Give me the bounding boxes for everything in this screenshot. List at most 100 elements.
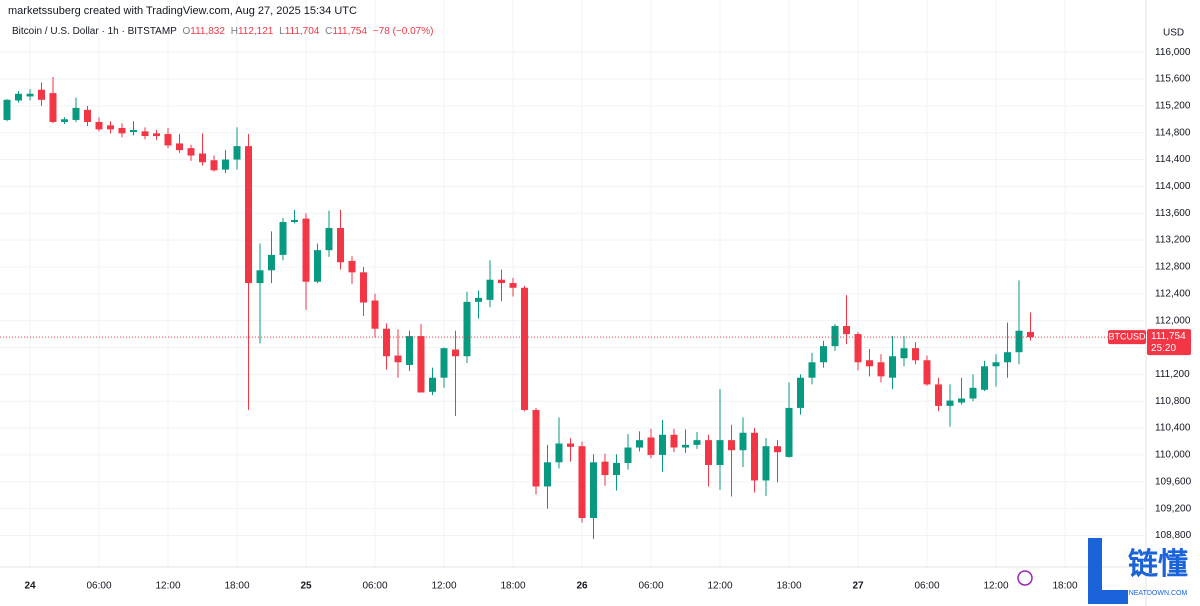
x-tick-label: 12:00 <box>707 581 732 592</box>
watermark-url: NEATDOWN.COM <box>1129 590 1188 597</box>
candle-body <box>647 437 655 455</box>
y-tick-label: 110,400 <box>1155 423 1191 434</box>
candle-body <box>705 440 712 465</box>
candle-body <box>256 270 264 284</box>
candle-body <box>440 348 448 378</box>
candle-body <box>797 377 804 408</box>
candle-body <box>624 447 632 463</box>
candle-body <box>590 462 597 519</box>
candle-body <box>889 356 896 378</box>
candle-body <box>325 228 333 251</box>
y-tick-label: 115,600 <box>1155 74 1191 85</box>
candle-body <box>84 109 91 122</box>
legend-value: 111,704 <box>285 26 320 37</box>
legend-value: 111,832 <box>190 26 225 37</box>
candle-body <box>107 125 114 130</box>
y-tick-label: 108,800 <box>1155 530 1192 541</box>
candle-body <box>26 93 34 97</box>
candle-body <box>187 148 195 156</box>
candle-body <box>452 349 459 357</box>
legend: Bitcoin / U.S. Dollar · 1h · BITSTAMP O1… <box>12 26 433 37</box>
candle-body <box>521 287 528 410</box>
candle-body <box>3 99 11 120</box>
watermark-logo <box>1088 538 1128 604</box>
replay-icon[interactable] <box>1017 570 1033 586</box>
candle-body <box>532 409 540 487</box>
x-tick-label: 12:00 <box>155 581 180 592</box>
candle-body <box>314 250 321 282</box>
candle-body <box>774 446 781 453</box>
y-tick-label: 115,200 <box>1155 100 1191 111</box>
candle-body <box>49 93 57 122</box>
candle-body <box>509 283 517 288</box>
symbol-tag: BTCUSD <box>1108 332 1146 342</box>
candle-body <box>394 355 402 363</box>
x-tick-label: 06:00 <box>86 581 111 592</box>
countdown: 25:20 <box>1151 343 1176 354</box>
candle-body <box>406 336 413 365</box>
candle-body <box>728 440 735 451</box>
candle-body <box>72 107 80 120</box>
symbol-tag-box <box>1108 330 1146 345</box>
candle-body <box>866 360 873 367</box>
x-tick-label: 18:00 <box>776 581 801 592</box>
legend-change: −78 (−0.07%) <box>373 26 434 37</box>
candle-body <box>61 119 68 122</box>
candle-body <box>417 336 425 393</box>
watermark-text: 链懂 <box>1128 547 1188 581</box>
y-tick-label: 109,600 <box>1155 476 1192 487</box>
candle-body <box>969 387 977 399</box>
candle-body <box>900 348 908 359</box>
candle-body <box>118 128 126 134</box>
candle-body <box>337 228 344 263</box>
x-tick-label: 18:00 <box>1052 581 1077 592</box>
y-tick-label: 114,400 <box>1155 154 1191 165</box>
candle-body <box>992 362 1000 367</box>
candle-body <box>567 443 574 447</box>
candle-body <box>1004 352 1011 363</box>
candle-body <box>958 398 965 403</box>
candle-body <box>141 131 149 137</box>
x-tick-label: 06:00 <box>362 581 387 592</box>
candle-body <box>613 462 620 476</box>
candle-body <box>176 143 183 151</box>
candle-body <box>659 434 666 455</box>
candle-body <box>302 218 310 282</box>
candle-body <box>682 444 689 448</box>
x-tick-label: 18:00 <box>224 581 249 592</box>
candle-body <box>693 440 701 445</box>
legend-key: O <box>182 26 190 37</box>
y-tick-label: 112,400 <box>1155 288 1191 299</box>
candle-body <box>1027 331 1034 338</box>
x-tick-label: 12:00 <box>983 581 1008 592</box>
candle-body <box>716 440 724 465</box>
legend-key: H <box>231 26 238 37</box>
candle-body <box>751 432 758 481</box>
legend-key: C <box>325 26 332 37</box>
grid <box>0 0 1146 567</box>
y-tick-label: 112,800 <box>1155 262 1191 273</box>
candle-body <box>360 272 367 303</box>
candle-body <box>486 279 494 300</box>
candle-body <box>544 462 551 487</box>
x-tick-label: 06:00 <box>914 581 939 592</box>
x-tick-label: 18:00 <box>500 581 525 592</box>
candle-body <box>935 384 942 406</box>
candle-body <box>95 121 103 130</box>
candle-body <box>268 254 275 271</box>
y-tick-label: 114,000 <box>1155 181 1191 192</box>
candle-body <box>636 440 643 448</box>
candle-body <box>820 346 827 363</box>
candle-body <box>245 146 252 284</box>
candle-body <box>371 300 379 329</box>
candle-body <box>739 432 747 451</box>
candle-body <box>854 334 862 363</box>
candle-body <box>578 446 586 519</box>
candle-body <box>498 279 505 284</box>
candle-body <box>946 400 954 406</box>
candle-body <box>877 362 885 377</box>
last-price-box <box>1147 329 1191 356</box>
candle-body <box>233 146 241 160</box>
